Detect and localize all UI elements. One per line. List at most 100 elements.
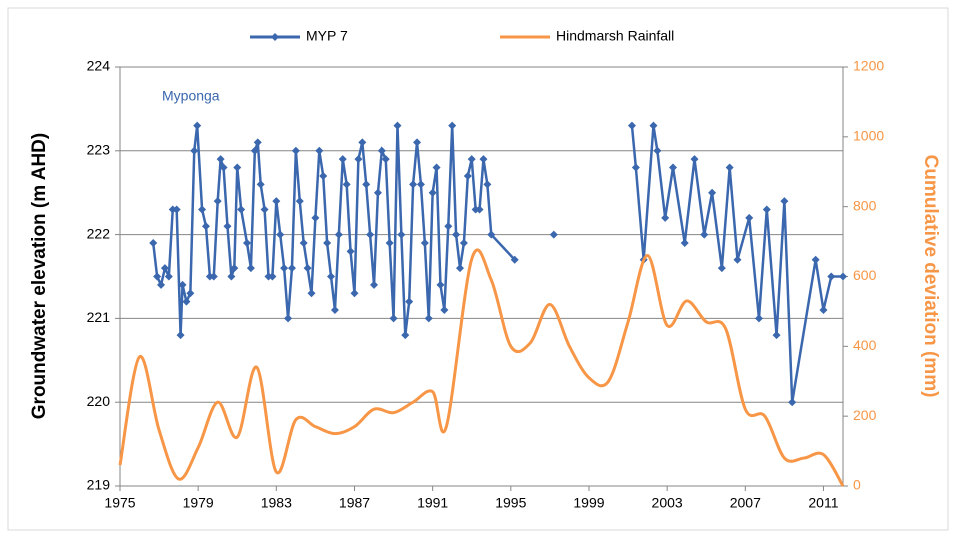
point-marker xyxy=(276,230,285,239)
chart-border xyxy=(7,7,949,531)
point-marker xyxy=(323,238,332,247)
point-marker xyxy=(287,264,296,273)
point-marker xyxy=(819,306,828,315)
point-marker xyxy=(700,230,709,239)
point-marker xyxy=(377,146,386,155)
point-marker xyxy=(342,180,351,189)
x-tick-label: 2007 xyxy=(730,495,761,511)
point-marker xyxy=(479,155,488,164)
point-marker xyxy=(213,197,222,206)
point-marker xyxy=(346,247,355,256)
x-tick-label: 1991 xyxy=(417,495,448,511)
point-marker xyxy=(745,213,754,222)
point-marker xyxy=(315,146,324,155)
point-marker xyxy=(467,155,476,164)
point-marker xyxy=(201,222,210,231)
x-tick-label: 1979 xyxy=(183,495,214,511)
point-marker xyxy=(413,138,422,147)
point-marker xyxy=(370,280,379,289)
point-marker xyxy=(149,238,158,247)
series-line xyxy=(118,248,845,487)
point-marker xyxy=(334,230,343,239)
y-tick-label: 224 xyxy=(87,58,111,74)
point-marker xyxy=(401,331,410,340)
y2-tick-label: 400 xyxy=(853,337,877,353)
y-axis-label: Groundwater elevation (m AHD) xyxy=(29,133,50,419)
point-marker xyxy=(358,138,367,147)
point-marker xyxy=(193,121,202,130)
point-marker xyxy=(649,121,658,130)
point-marker xyxy=(725,163,734,172)
point-marker xyxy=(311,213,320,222)
point-marker xyxy=(428,188,437,197)
point-marker xyxy=(811,255,820,264)
series-line xyxy=(630,125,843,403)
point-marker xyxy=(182,297,191,306)
point-marker xyxy=(219,163,228,172)
point-marker xyxy=(303,264,312,273)
point-marker xyxy=(160,264,169,273)
x-tick-label: 1987 xyxy=(339,495,370,511)
point-marker xyxy=(157,280,166,289)
point-marker xyxy=(280,264,289,273)
y-tick-label: 219 xyxy=(87,477,111,493)
point-marker xyxy=(397,230,406,239)
y2-tick-label: 1200 xyxy=(853,58,884,74)
point-marker xyxy=(772,331,781,340)
point-marker xyxy=(631,163,640,172)
point-marker xyxy=(788,398,797,407)
legend-label: Hindmarsh Rainfall xyxy=(556,28,674,44)
y2-tick-label: 600 xyxy=(853,267,877,283)
point-marker xyxy=(362,180,371,189)
point-marker xyxy=(230,264,239,273)
point-marker xyxy=(198,205,207,214)
point-marker xyxy=(405,297,414,306)
y2-tick-label: 200 xyxy=(853,407,877,423)
point-marker xyxy=(354,155,363,164)
point-marker xyxy=(338,155,347,164)
point-marker xyxy=(291,146,300,155)
point-marker xyxy=(456,264,465,273)
y2-tick-label: 800 xyxy=(853,197,877,213)
point-marker xyxy=(227,272,236,281)
point-marker xyxy=(444,222,453,231)
x-tick-label: 2011 xyxy=(808,495,838,511)
point-marker xyxy=(627,121,636,130)
point-marker xyxy=(708,188,717,197)
point-marker xyxy=(350,289,359,298)
point-marker xyxy=(366,230,375,239)
point-marker xyxy=(295,197,304,206)
point-marker xyxy=(839,272,847,281)
point-marker xyxy=(827,272,836,281)
point-marker xyxy=(260,205,269,214)
y-tick-label: 223 xyxy=(87,142,111,158)
y-tick-label: 220 xyxy=(87,393,111,409)
point-marker xyxy=(330,306,339,315)
point-marker xyxy=(661,213,670,222)
x-tick-label: 2003 xyxy=(652,495,683,511)
point-marker xyxy=(176,331,185,340)
point-marker xyxy=(424,314,433,323)
x-tick-label: 1975 xyxy=(104,495,135,511)
point-marker xyxy=(272,197,281,206)
point-marker xyxy=(237,205,246,214)
point-marker xyxy=(463,171,472,180)
point-marker xyxy=(459,238,468,247)
point-marker xyxy=(483,180,492,189)
point-marker xyxy=(717,264,726,273)
point-marker xyxy=(223,222,232,231)
point-marker xyxy=(754,314,763,323)
point-marker xyxy=(190,146,199,155)
y-tick-label: 221 xyxy=(87,309,111,325)
point-marker xyxy=(420,238,429,247)
point-marker xyxy=(381,155,390,164)
point-marker xyxy=(680,238,689,247)
point-marker xyxy=(299,238,308,247)
point-marker xyxy=(389,314,398,323)
point-marker xyxy=(153,272,162,281)
point-marker xyxy=(253,138,262,147)
point-marker xyxy=(243,238,252,247)
point-marker xyxy=(172,205,181,214)
y2-tick-label: 0 xyxy=(853,477,861,493)
point-marker xyxy=(653,146,662,155)
